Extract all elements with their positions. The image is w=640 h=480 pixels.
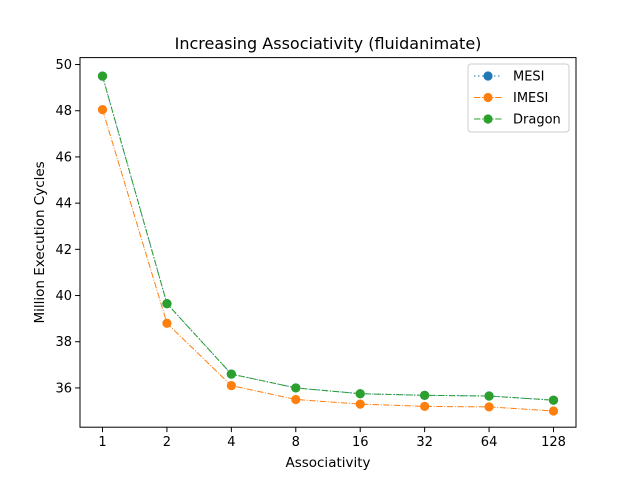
x-axis-title: Associativity bbox=[285, 455, 370, 471]
legend-label-dragon: Dragon bbox=[513, 113, 561, 128]
legend-marker-dragon bbox=[483, 114, 493, 124]
plot-frame bbox=[79, 57, 577, 428]
legend: MESI IMESI Dragon bbox=[467, 63, 570, 133]
series-line-imesi bbox=[102, 109, 554, 412]
y-axis: 36 38 40 42 44 46 48 50 bbox=[55, 58, 80, 396]
legend-label-imesi: IMESI bbox=[513, 91, 548, 106]
y-tick-label: 46 bbox=[55, 150, 72, 165]
y-tick-label: 38 bbox=[55, 335, 72, 350]
data-point-imesi bbox=[291, 394, 301, 405]
data-point-imesi bbox=[226, 381, 236, 391]
data-point-dragon bbox=[484, 391, 494, 401]
x-tick-label: 32 bbox=[416, 435, 433, 450]
x-tick-label: 16 bbox=[352, 435, 369, 450]
y-tick-label: 42 bbox=[55, 243, 72, 258]
data-point-imesi bbox=[548, 406, 559, 416]
data-point-dragon bbox=[162, 299, 172, 309]
data-point-imesi bbox=[355, 399, 365, 409]
data-point-imesi bbox=[97, 104, 108, 115]
x-tick-label: 2 bbox=[163, 435, 171, 450]
data-point-imesi bbox=[162, 318, 172, 328]
data-point-dragon bbox=[226, 369, 236, 379]
y-axis-title: Million Execution Cycles bbox=[32, 161, 48, 323]
series-dragon bbox=[97, 71, 559, 405]
y-tick-label: 36 bbox=[55, 381, 72, 396]
legend-label-mesi: MESI bbox=[513, 70, 545, 85]
legend-entry-mesi: MESI bbox=[474, 70, 545, 85]
data-point-dragon bbox=[291, 383, 301, 393]
x-tick-label: 64 bbox=[481, 435, 498, 450]
y-tick-label: 50 bbox=[55, 58, 72, 73]
legend-marker-mesi bbox=[483, 71, 493, 81]
legend-marker-imesi bbox=[483, 92, 493, 103]
data-point-imesi bbox=[420, 401, 430, 412]
data-point-imesi bbox=[484, 402, 494, 412]
data-point-dragon bbox=[355, 389, 365, 399]
series-line-dragon bbox=[102, 75, 554, 401]
x-axis: 1 2 4 8 16 32 64 128 bbox=[98, 427, 566, 450]
legend-entry-imesi: IMESI bbox=[474, 91, 548, 106]
chart-title: Increasing Associativity (fluidanimate) bbox=[175, 34, 482, 53]
legend-entry-dragon: Dragon bbox=[474, 113, 561, 128]
data-point-dragon bbox=[420, 390, 430, 400]
y-tick-label: 40 bbox=[55, 289, 72, 304]
x-tick-label: 8 bbox=[292, 435, 300, 450]
series-imesi bbox=[97, 104, 559, 416]
x-tick-label: 1 bbox=[98, 435, 106, 450]
data-point-dragon bbox=[97, 71, 108, 81]
y-tick-label: 44 bbox=[55, 197, 72, 212]
x-tick-label: 4 bbox=[227, 435, 235, 450]
series-layer bbox=[97, 71, 559, 416]
x-tick-label: 128 bbox=[541, 435, 566, 450]
y-tick-label: 48 bbox=[55, 104, 72, 119]
legend-box bbox=[467, 63, 570, 133]
data-point-dragon bbox=[548, 395, 559, 405]
